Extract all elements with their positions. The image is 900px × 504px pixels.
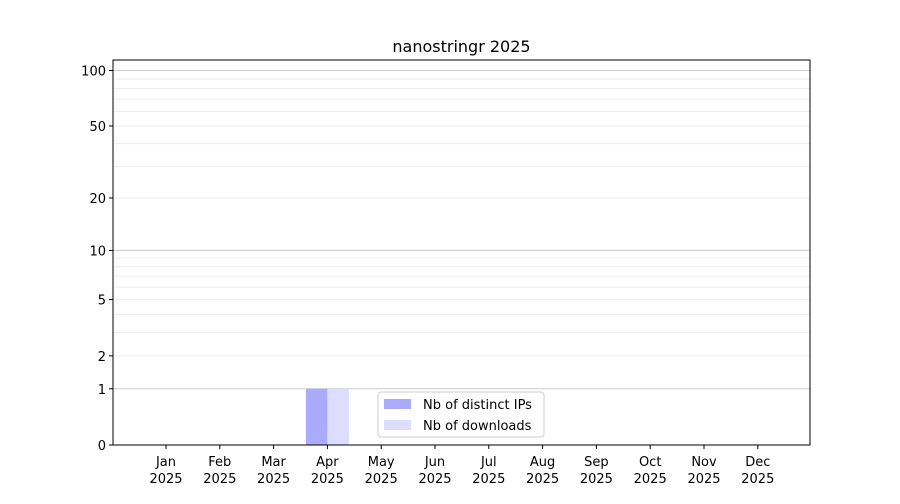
- x-tick-label-year: 2025: [526, 472, 559, 487]
- x-tick-label-month: Dec: [745, 455, 770, 470]
- x-tick-label-month: Nov: [691, 455, 717, 470]
- x-tick-label-month: Aug: [530, 455, 555, 470]
- y-tick-label: 0: [98, 439, 106, 454]
- x-tick-label-month: Sep: [584, 455, 609, 470]
- x-tick-label-month: Jun: [424, 455, 445, 470]
- legend-label-downloads: Nb of downloads: [423, 419, 532, 434]
- x-tick-label-year: 2025: [472, 472, 505, 487]
- legend-swatch-ips: [384, 399, 411, 409]
- x-tick-label-year: 2025: [149, 472, 182, 487]
- plot-frame: [112, 59, 811, 446]
- x-tick-label-year: 2025: [634, 472, 667, 487]
- x-tick-label-year: 2025: [580, 472, 613, 487]
- bar-distinct-ips: [305, 388, 328, 445]
- legend: Nb of distinct IPs Nb of downloads: [377, 391, 545, 438]
- y-tick-label: 1: [98, 383, 106, 398]
- x-tick-label-month: Oct: [639, 455, 661, 470]
- y-tick-label: 2: [98, 350, 106, 365]
- x-tick-label-month: Feb: [208, 455, 231, 470]
- y-axis: 0 1 2 5 10 20 50 100: [81, 65, 113, 454]
- bars: [305, 388, 349, 445]
- x-tick-label-year: 2025: [257, 472, 290, 487]
- x-tick-label-month: May: [368, 455, 395, 470]
- y-tick-label: 100: [81, 65, 106, 80]
- bar-downloads: [327, 388, 349, 445]
- y-tick-label: 5: [98, 294, 106, 309]
- y-tick-label: 50: [89, 120, 106, 135]
- chart-title: nanostringr 2025: [392, 37, 530, 56]
- x-axis: Jan 2025 Feb 2025 Mar 2025 Apr 2025 May 2025 Jun 20…: [149, 445, 774, 487]
- x-tick-label-year: 2025: [418, 472, 451, 487]
- y-tick-label: 10: [89, 244, 106, 259]
- legend-box: [377, 391, 545, 438]
- x-tick-label-year: 2025: [311, 472, 344, 487]
- x-tick-label-month: Apr: [316, 455, 339, 470]
- x-tick-label-month: Mar: [261, 455, 286, 470]
- x-tick-label-year: 2025: [203, 472, 236, 487]
- x-tick-label-month: Jul: [480, 455, 497, 470]
- x-tick-label-month: Jan: [155, 455, 176, 470]
- x-tick-label-year: 2025: [687, 472, 720, 487]
- x-tick-label-year: 2025: [741, 472, 774, 487]
- legend-label-ips: Nb of distinct IPs: [423, 398, 532, 413]
- y-tick-label: 20: [89, 192, 106, 207]
- legend-swatch-downloads: [384, 420, 411, 430]
- grid: [113, 70, 810, 390]
- x-tick-label-year: 2025: [365, 472, 398, 487]
